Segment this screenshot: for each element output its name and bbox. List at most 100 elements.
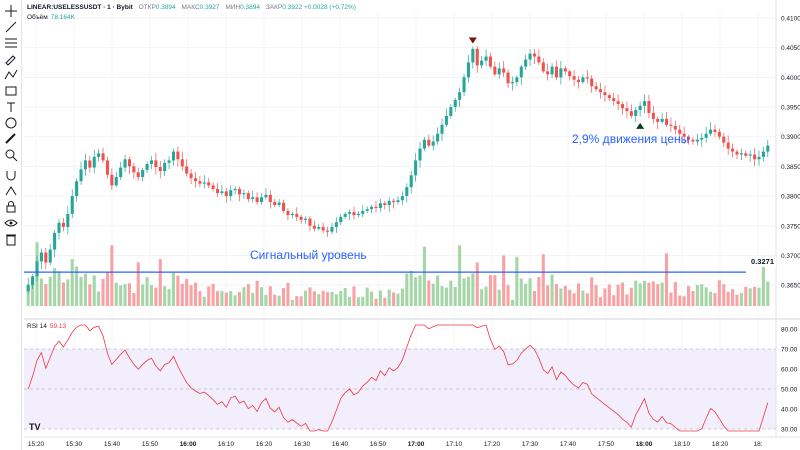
zoom-icon[interactable]: [3, 147, 19, 163]
candle: [616, 94, 620, 111]
lock-drawing-icon[interactable]: [3, 183, 19, 199]
candle-body: [405, 187, 409, 197]
candle-body: [744, 153, 748, 156]
candle-body: [141, 169, 145, 178]
candle: [48, 244, 52, 266]
candle: [722, 132, 726, 148]
time-tick-label: 17:10: [446, 441, 463, 448]
candle: [110, 168, 114, 191]
volume-bar: [554, 284, 559, 306]
candle-body: [713, 129, 717, 132]
text-icon[interactable]: [3, 99, 19, 115]
candle-body: [735, 151, 739, 155]
candle-body: [308, 218, 312, 226]
candle-body: [524, 59, 528, 67]
symbol-title[interactable]: LINEAR:USELESSUSDT · 1 · Bybit: [27, 4, 133, 11]
candle-body: [44, 252, 48, 263]
eye-icon[interactable]: [3, 215, 19, 231]
candle-body: [281, 202, 286, 211]
candle: [510, 76, 515, 91]
candle: [75, 178, 79, 202]
candle: [418, 141, 422, 168]
volume-bar: [484, 286, 488, 306]
candle: [462, 73, 466, 96]
candle-body: [629, 111, 633, 116]
fib-icon[interactable]: [3, 35, 19, 51]
volume-bar: [83, 273, 87, 306]
candle-body: [158, 166, 162, 172]
lock-icon[interactable]: [3, 199, 19, 215]
time-tick-label: 15:30: [66, 441, 83, 448]
volume-bar: [704, 287, 708, 306]
projection-icon[interactable]: [3, 83, 19, 99]
volume-bar: [409, 270, 413, 306]
candle-body: [625, 108, 629, 112]
volume-bar: [638, 283, 642, 306]
volume-bar: [361, 296, 365, 306]
candle: [440, 118, 444, 142]
volume-bar: [700, 284, 704, 306]
candle-body: [334, 222, 338, 227]
brush-icon[interactable]: [3, 51, 19, 67]
candle: [304, 216, 308, 224]
volume-bar: [731, 289, 735, 306]
crosshair-icon[interactable]: [3, 3, 19, 19]
ruler-icon[interactable]: [3, 131, 19, 147]
candle: [603, 85, 607, 102]
candle-body: [242, 193, 246, 195]
magnet-icon[interactable]: [3, 167, 19, 183]
candle: [211, 182, 215, 192]
candle: [383, 200, 387, 210]
volume-bar: [39, 278, 43, 306]
candle-body: [418, 148, 422, 161]
candle-body: [590, 78, 594, 87]
volume-bar: [528, 278, 532, 306]
smiley-icon[interactable]: [3, 115, 19, 131]
volume-bar: [123, 284, 127, 306]
candle-body: [458, 92, 462, 100]
candle: [281, 199, 286, 214]
candle-body: [731, 148, 735, 152]
time-tick-label: 17:30: [522, 441, 539, 448]
candle-body: [163, 162, 167, 172]
pattern-icon[interactable]: [3, 67, 19, 83]
candle-body: [387, 200, 391, 205]
time-tick-label: 17:20: [484, 441, 501, 448]
candle-body: [26, 285, 30, 292]
volume-bar: [171, 272, 176, 306]
volume-bar: [418, 275, 422, 306]
signal-level-annotation[interactable]: Сигнальный уровень: [250, 248, 367, 262]
volume-bar: [61, 282, 65, 306]
volume-bar: [568, 289, 572, 306]
candle-body: [326, 230, 330, 232]
rsi-legend[interactable]: RSI 14 59.13: [27, 322, 66, 332]
candle: [409, 170, 413, 194]
volume-bar: [475, 262, 479, 306]
candle: [660, 112, 664, 124]
candle: [295, 207, 299, 221]
trend-line-icon[interactable]: [3, 19, 19, 35]
volume-bar: [620, 282, 625, 306]
candle-body: [259, 197, 264, 203]
candle: [458, 87, 462, 107]
volume-bar: [312, 291, 316, 306]
volume-bar: [66, 279, 70, 306]
rsi-label: RSI 14: [27, 323, 47, 330]
volume-bar: [546, 285, 550, 306]
candle-body: [370, 206, 374, 210]
volume-legend[interactable]: Объём 78.164K: [27, 13, 75, 23]
price-tick-label: 0.3800: [781, 194, 800, 201]
volume-bar: [286, 282, 290, 306]
candle-body: [682, 133, 686, 137]
candle: [119, 161, 123, 180]
candle-body: [568, 71, 572, 77]
volume-bar: [642, 280, 647, 306]
trash-icon[interactable]: [3, 231, 19, 247]
volume-bar: [246, 284, 250, 306]
volume-bars: [26, 242, 770, 306]
candle-body: [717, 131, 721, 137]
price-move-annotation[interactable]: 2,9% движения цены: [572, 132, 690, 146]
volume-bar: [660, 282, 664, 306]
candle: [554, 60, 559, 81]
